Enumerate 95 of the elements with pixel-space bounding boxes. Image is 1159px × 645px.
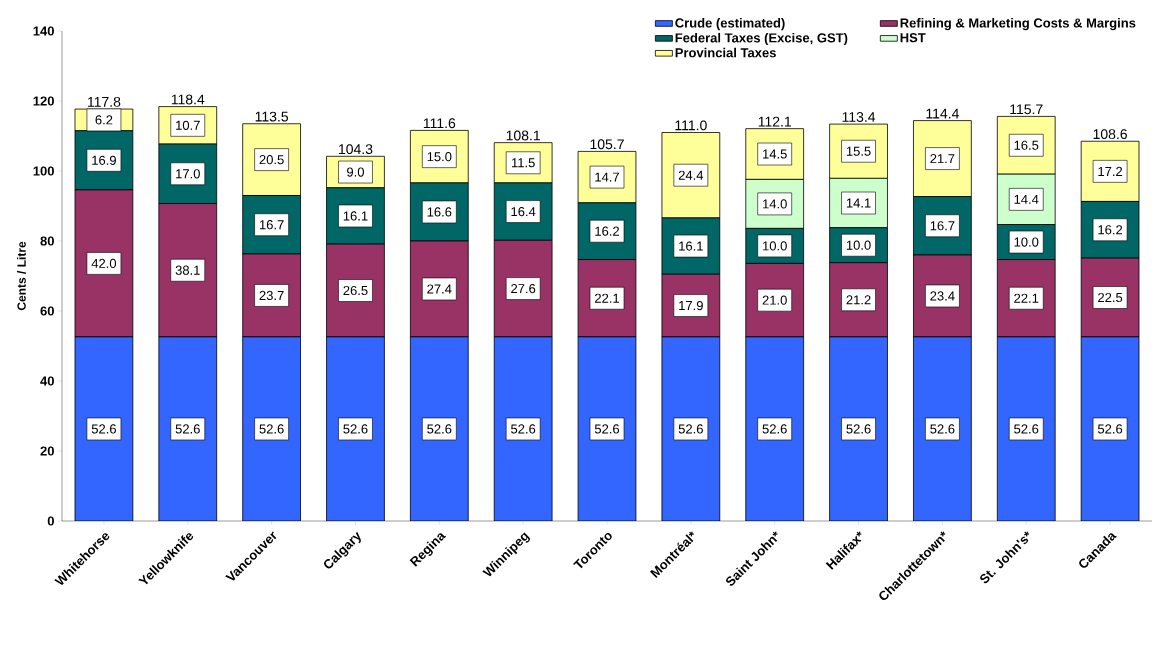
data-label: 14.7: [595, 172, 619, 182]
bar: [913, 336, 972, 521]
data-label: 52.6: [511, 424, 536, 434]
legend-label: Refining & Marketing Costs & Margins: [900, 18, 1136, 31]
data-label: 10.0: [763, 241, 787, 251]
data-label: 15.5: [846, 146, 871, 156]
y-tick-label: 80: [40, 236, 54, 246]
data-label: 16.2: [595, 226, 619, 236]
data-label: 16.7: [259, 220, 284, 230]
total-label: 111.0: [675, 120, 707, 131]
data-label: 52.6: [762, 424, 787, 434]
data-label: 52.6: [594, 424, 620, 434]
data-label: 22.1: [1014, 293, 1039, 303]
bar: [996, 336, 1056, 521]
bar: [1080, 336, 1140, 521]
data-label: 52.6: [175, 424, 200, 434]
data-label: 10.7: [176, 120, 200, 130]
data-label: 21.2: [846, 295, 871, 305]
data-label: 11.5: [511, 158, 535, 168]
bar: [242, 336, 301, 521]
data-label: 15.0: [427, 152, 452, 162]
data-label: 14.1: [846, 198, 871, 208]
data-label: 9.0: [347, 167, 364, 177]
data-label: 17.9: [679, 300, 703, 311]
data-label: 6.2: [95, 115, 113, 125]
legend-label: Provincial Taxes: [675, 47, 776, 58]
bar: [493, 336, 553, 521]
bar: [661, 336, 721, 521]
data-label: 52.6: [1014, 424, 1039, 434]
y-tick-label: 60: [40, 306, 54, 316]
data-label: 23.7: [259, 290, 284, 301]
data-label: 16.7: [930, 221, 955, 231]
data-label: 20.5: [259, 155, 284, 165]
total-label: 112.1: [758, 116, 792, 127]
total-label: 105.7: [590, 139, 624, 150]
data-label: 22.5: [1098, 292, 1123, 303]
data-label: 16.1: [679, 241, 703, 251]
data-label: 52.6: [678, 424, 703, 434]
data-label: 16.1: [343, 211, 368, 221]
data-label: 16.9: [92, 155, 116, 165]
data-label: 22.1: [595, 293, 620, 303]
bar: [409, 336, 469, 521]
bar: [745, 336, 805, 521]
data-label: 52.6: [343, 424, 368, 434]
data-label: 14.4: [1014, 194, 1039, 204]
y-tick-label: 0: [47, 516, 54, 526]
data-label: 26.5: [343, 285, 368, 296]
data-label: 16.5: [1014, 140, 1039, 150]
data-label: 52.6: [91, 424, 116, 434]
data-label: 17.0: [176, 169, 200, 179]
data-label: 21.0: [762, 295, 787, 305]
data-label: 16.6: [427, 207, 452, 217]
total-label: 117.8: [87, 96, 121, 107]
total-label: 114.4: [926, 108, 959, 119]
y-axis-title: Cents / Litre: [17, 241, 26, 311]
data-label: 10.0: [846, 240, 871, 250]
y-tick-label: 120: [33, 96, 54, 106]
data-label: 14.0: [763, 199, 787, 209]
bar: [577, 336, 637, 521]
total-label: 104.3: [339, 144, 373, 155]
data-label: 16.4: [511, 206, 536, 217]
data-label: 42.0: [91, 258, 117, 268]
y-tick-label: 140: [33, 26, 54, 36]
bar: [829, 336, 888, 521]
data-label: 27.4: [427, 284, 452, 294]
total-label: 115.7: [1010, 104, 1043, 115]
total-label: 108.1: [506, 130, 540, 141]
y-tick-label: 40: [40, 376, 54, 386]
legend-label: Federal Taxes (Excise, GST): [675, 32, 848, 46]
y-tick-label: 20: [40, 446, 54, 456]
total-label: 111.6: [423, 118, 456, 129]
data-label: 21.7: [930, 154, 955, 164]
data-label: 52.6: [427, 424, 452, 434]
data-label: 14.5: [763, 149, 787, 159]
total-label: 113.4: [842, 111, 876, 122]
data-label: 52.6: [1097, 424, 1123, 434]
data-label: 23.4: [930, 291, 955, 301]
bar: [74, 336, 134, 521]
legend-label: HST: [900, 33, 926, 43]
data-label: 27.6: [511, 283, 536, 294]
data-label: 52.6: [846, 424, 871, 434]
legend-label: Crude (estimated): [675, 18, 785, 31]
data-label: 16.2: [1098, 225, 1123, 235]
bar: [326, 336, 385, 521]
data-label: 38.1: [175, 265, 200, 275]
total-label: 113.5: [255, 111, 289, 122]
data-label: 10.0: [1014, 237, 1039, 247]
total-label: 108.6: [1093, 129, 1127, 140]
data-label: 17.2: [1098, 166, 1123, 176]
data-label: 24.4: [678, 170, 704, 180]
data-label: 52.6: [259, 424, 284, 434]
total-label: 118.4: [171, 94, 205, 105]
bar: [158, 336, 218, 521]
data-label: 52.6: [930, 424, 955, 434]
y-tick-label: 100: [33, 166, 54, 176]
